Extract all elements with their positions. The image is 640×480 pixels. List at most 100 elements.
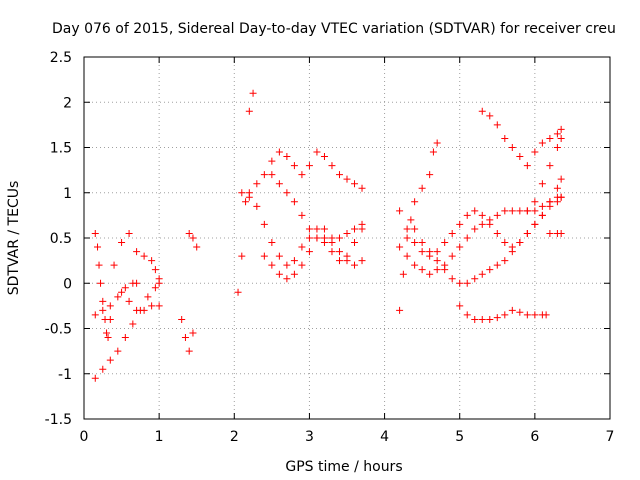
data-point <box>493 314 501 322</box>
data-point <box>463 234 471 242</box>
tick-marks <box>83 56 611 420</box>
data-point <box>411 239 419 247</box>
data-point <box>531 311 539 319</box>
data-point <box>99 365 107 373</box>
data-point <box>320 153 328 161</box>
data-point <box>463 311 471 319</box>
data-point <box>290 198 298 206</box>
data-point <box>253 202 261 210</box>
data-point <box>320 239 328 247</box>
data-point <box>557 193 565 201</box>
data-point <box>493 121 501 129</box>
data-point <box>553 198 561 206</box>
data-point <box>508 306 516 314</box>
data-point <box>298 211 306 219</box>
data-point <box>478 220 486 228</box>
data-point <box>238 189 246 197</box>
data-point <box>133 248 141 256</box>
data-point <box>260 252 268 260</box>
x-tick-label: 6 <box>530 429 539 445</box>
data-point <box>523 162 531 170</box>
series-sat-r <box>523 134 565 215</box>
x-tick-label: 1 <box>155 429 164 445</box>
series-sat-g <box>185 229 201 251</box>
data-point <box>508 207 516 215</box>
y-tick-label: 0.5 <box>50 231 72 247</box>
data-point <box>531 220 539 228</box>
data-point <box>99 306 107 314</box>
data-point <box>351 239 359 247</box>
data-point <box>148 257 156 265</box>
data-point <box>516 308 524 316</box>
data-point <box>508 248 516 256</box>
data-point <box>95 261 103 269</box>
x-axis-title: GPS time / hours <box>285 459 402 475</box>
data-point <box>155 302 163 310</box>
data-point <box>335 234 343 242</box>
data-point <box>429 148 437 156</box>
data-point <box>403 252 411 260</box>
y-tick-labels: -1.5 -1 -0.5 0 0.5 1 1.5 2 2.5 <box>45 50 72 428</box>
data-point <box>110 261 118 269</box>
data-point <box>351 225 359 233</box>
data-point <box>114 347 122 355</box>
data-point <box>531 207 539 215</box>
series-sat-q <box>478 107 565 170</box>
series-sat-c <box>91 229 114 342</box>
data-point <box>426 270 434 278</box>
data-point <box>403 225 411 233</box>
data-point <box>129 320 137 328</box>
y-tick-label: 2 <box>63 95 72 111</box>
data-point <box>523 229 531 237</box>
data-point <box>290 162 298 170</box>
series-sat-h <box>234 89 257 296</box>
data-point <box>411 225 419 233</box>
data-point <box>140 306 148 314</box>
data-point <box>546 134 554 142</box>
data-point <box>426 248 434 256</box>
data-point <box>456 243 464 251</box>
data-point <box>125 297 133 305</box>
data-point <box>531 198 539 206</box>
data-point <box>133 279 141 287</box>
y-tick-label: -1 <box>58 367 72 383</box>
data-point <box>478 270 486 278</box>
data-point <box>275 180 283 188</box>
data-point <box>91 311 99 319</box>
data-point <box>418 184 426 192</box>
data-point <box>546 229 554 237</box>
data-point <box>501 207 509 215</box>
data-point <box>418 239 426 247</box>
data-point <box>508 144 516 151</box>
data-point <box>463 279 471 287</box>
data-point <box>358 257 366 265</box>
data-point <box>268 239 276 247</box>
x-tick-labels: 0 1 2 3 4 5 6 7 <box>80 429 615 445</box>
y-tick-label: -1.5 <box>45 412 72 428</box>
data-point <box>151 284 159 292</box>
data-point <box>283 261 291 269</box>
data-point <box>298 243 306 251</box>
data-point <box>343 175 351 183</box>
data-point <box>245 193 253 201</box>
data-point <box>148 302 156 310</box>
data-point <box>351 180 359 188</box>
data-point <box>399 270 407 278</box>
data-point <box>433 248 441 256</box>
data-point <box>305 225 313 233</box>
data-point <box>249 89 257 97</box>
x-tick-label: 0 <box>80 429 89 445</box>
data-point <box>335 248 343 256</box>
data-point <box>185 347 193 355</box>
data-point <box>275 252 283 260</box>
data-point <box>358 184 366 192</box>
data-point <box>418 266 426 274</box>
data-point <box>121 334 129 342</box>
data-point <box>538 202 546 210</box>
data-points <box>91 89 565 382</box>
grid-lines <box>84 57 610 419</box>
data-point <box>121 284 129 292</box>
y-tick-label: 2.5 <box>50 50 72 66</box>
data-point <box>305 248 313 256</box>
